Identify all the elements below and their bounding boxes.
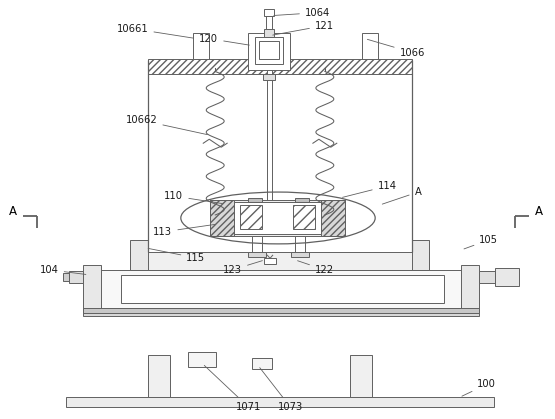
Bar <box>264 28 274 36</box>
Bar <box>148 59 412 75</box>
Bar <box>321 200 345 236</box>
Bar <box>350 354 372 397</box>
Bar <box>248 252 266 257</box>
Bar <box>412 240 430 270</box>
Bar <box>63 273 69 281</box>
Bar <box>130 240 148 270</box>
Text: 1066: 1066 <box>367 39 425 57</box>
Bar <box>252 236 262 252</box>
Bar <box>248 33 290 70</box>
Bar <box>130 252 430 270</box>
Bar <box>95 270 470 308</box>
Text: 114: 114 <box>342 181 397 197</box>
Bar <box>495 268 519 286</box>
Text: 104: 104 <box>40 265 86 275</box>
Text: 122: 122 <box>297 261 334 275</box>
Text: 10662: 10662 <box>125 115 208 134</box>
Bar <box>291 252 309 257</box>
Bar <box>362 33 377 59</box>
Bar <box>120 275 445 303</box>
Bar <box>266 16 272 28</box>
Text: 123: 123 <box>223 261 263 275</box>
Bar <box>259 41 279 59</box>
Text: 1071: 1071 <box>204 365 261 412</box>
Text: 100: 100 <box>462 380 496 396</box>
Bar <box>83 308 480 316</box>
Bar <box>295 236 305 252</box>
Text: 1064: 1064 <box>274 8 330 18</box>
Bar <box>210 200 234 236</box>
Bar <box>255 36 283 65</box>
Bar <box>193 33 209 59</box>
Text: 10661: 10661 <box>117 23 194 38</box>
Bar <box>248 198 262 202</box>
Text: 121: 121 <box>273 21 334 35</box>
Text: 115: 115 <box>148 248 205 263</box>
Bar <box>264 258 276 264</box>
Bar <box>267 70 272 225</box>
Bar <box>188 352 216 367</box>
Bar <box>480 271 495 283</box>
Text: 113: 113 <box>153 224 215 237</box>
Bar <box>240 205 262 229</box>
Bar <box>148 354 170 397</box>
Text: 1073: 1073 <box>260 368 303 412</box>
Bar <box>295 198 309 202</box>
Bar <box>69 271 83 283</box>
Bar <box>293 205 315 229</box>
Bar <box>83 265 100 310</box>
Bar <box>252 357 272 370</box>
Text: 110: 110 <box>164 191 223 204</box>
Bar <box>461 265 480 310</box>
Text: A: A <box>535 205 543 218</box>
Bar <box>65 397 495 407</box>
Text: 105: 105 <box>464 235 498 249</box>
Bar <box>83 308 480 313</box>
Bar <box>263 75 275 80</box>
Text: 120: 120 <box>199 34 249 45</box>
Bar <box>264 9 274 16</box>
Text: A: A <box>9 205 17 218</box>
Bar <box>210 200 345 236</box>
Bar <box>234 202 321 234</box>
Text: A: A <box>382 187 421 204</box>
